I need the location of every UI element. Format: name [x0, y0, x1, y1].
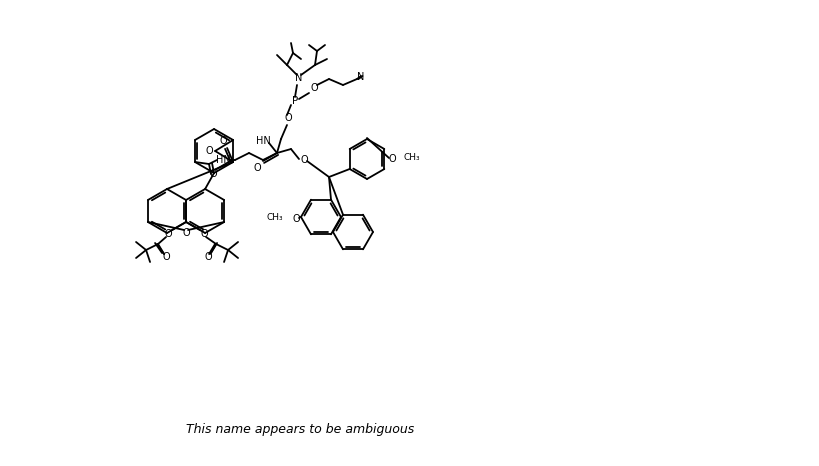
Text: O: O: [204, 252, 212, 262]
Text: O: O: [209, 169, 217, 179]
Text: O: O: [183, 228, 190, 238]
Text: O: O: [219, 136, 227, 146]
Text: O: O: [284, 113, 292, 123]
Text: This name appears to be ambiguous: This name appears to be ambiguous: [186, 424, 414, 437]
Text: HN: HN: [215, 155, 230, 165]
Text: O: O: [310, 83, 318, 93]
Text: O: O: [253, 163, 260, 173]
Text: HN: HN: [256, 136, 270, 146]
Text: O: O: [301, 155, 308, 165]
Text: O: O: [165, 229, 172, 239]
Text: O: O: [162, 252, 170, 262]
Text: CH₃: CH₃: [403, 152, 419, 162]
Text: CH₃: CH₃: [266, 212, 283, 221]
Text: O: O: [388, 154, 396, 164]
Text: O: O: [206, 146, 213, 156]
Text: N: N: [357, 72, 364, 82]
Text: N: N: [296, 73, 303, 83]
Text: O: O: [292, 214, 300, 224]
Text: O: O: [200, 229, 208, 239]
Text: P: P: [292, 96, 298, 106]
